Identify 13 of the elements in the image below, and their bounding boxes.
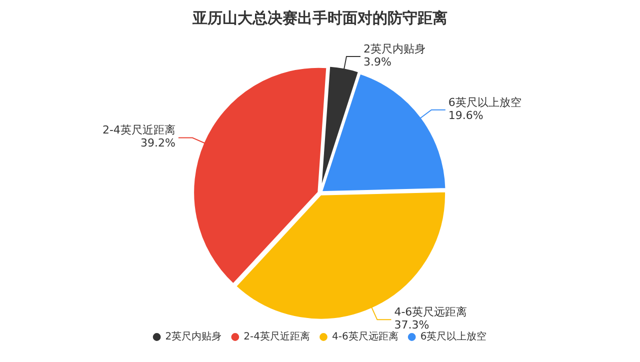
legend-label: 2英尺内贴身 [165, 330, 222, 343]
legend-label: 2-4英尺近距离 [244, 330, 310, 343]
slice-label: 4-6英尺远距离 [394, 306, 468, 319]
data-label: 39.2% [140, 136, 176, 150]
legend-label: 4-6英尺远距离 [332, 330, 398, 343]
data-label: 3.9% [363, 55, 392, 68]
slice-label: 2-4英尺近距离 [102, 124, 176, 137]
slice-label: 2英尺内贴身 [363, 42, 426, 56]
chart-title: 亚历山大总决赛出手时面对的防守距离 [192, 8, 448, 27]
data-label: 37.3% [394, 318, 430, 332]
slice-label: 6英尺以上放空 [448, 96, 522, 109]
data-label: 19.6% [448, 108, 484, 122]
legend-label: 6英尺以上放空 [420, 330, 487, 343]
